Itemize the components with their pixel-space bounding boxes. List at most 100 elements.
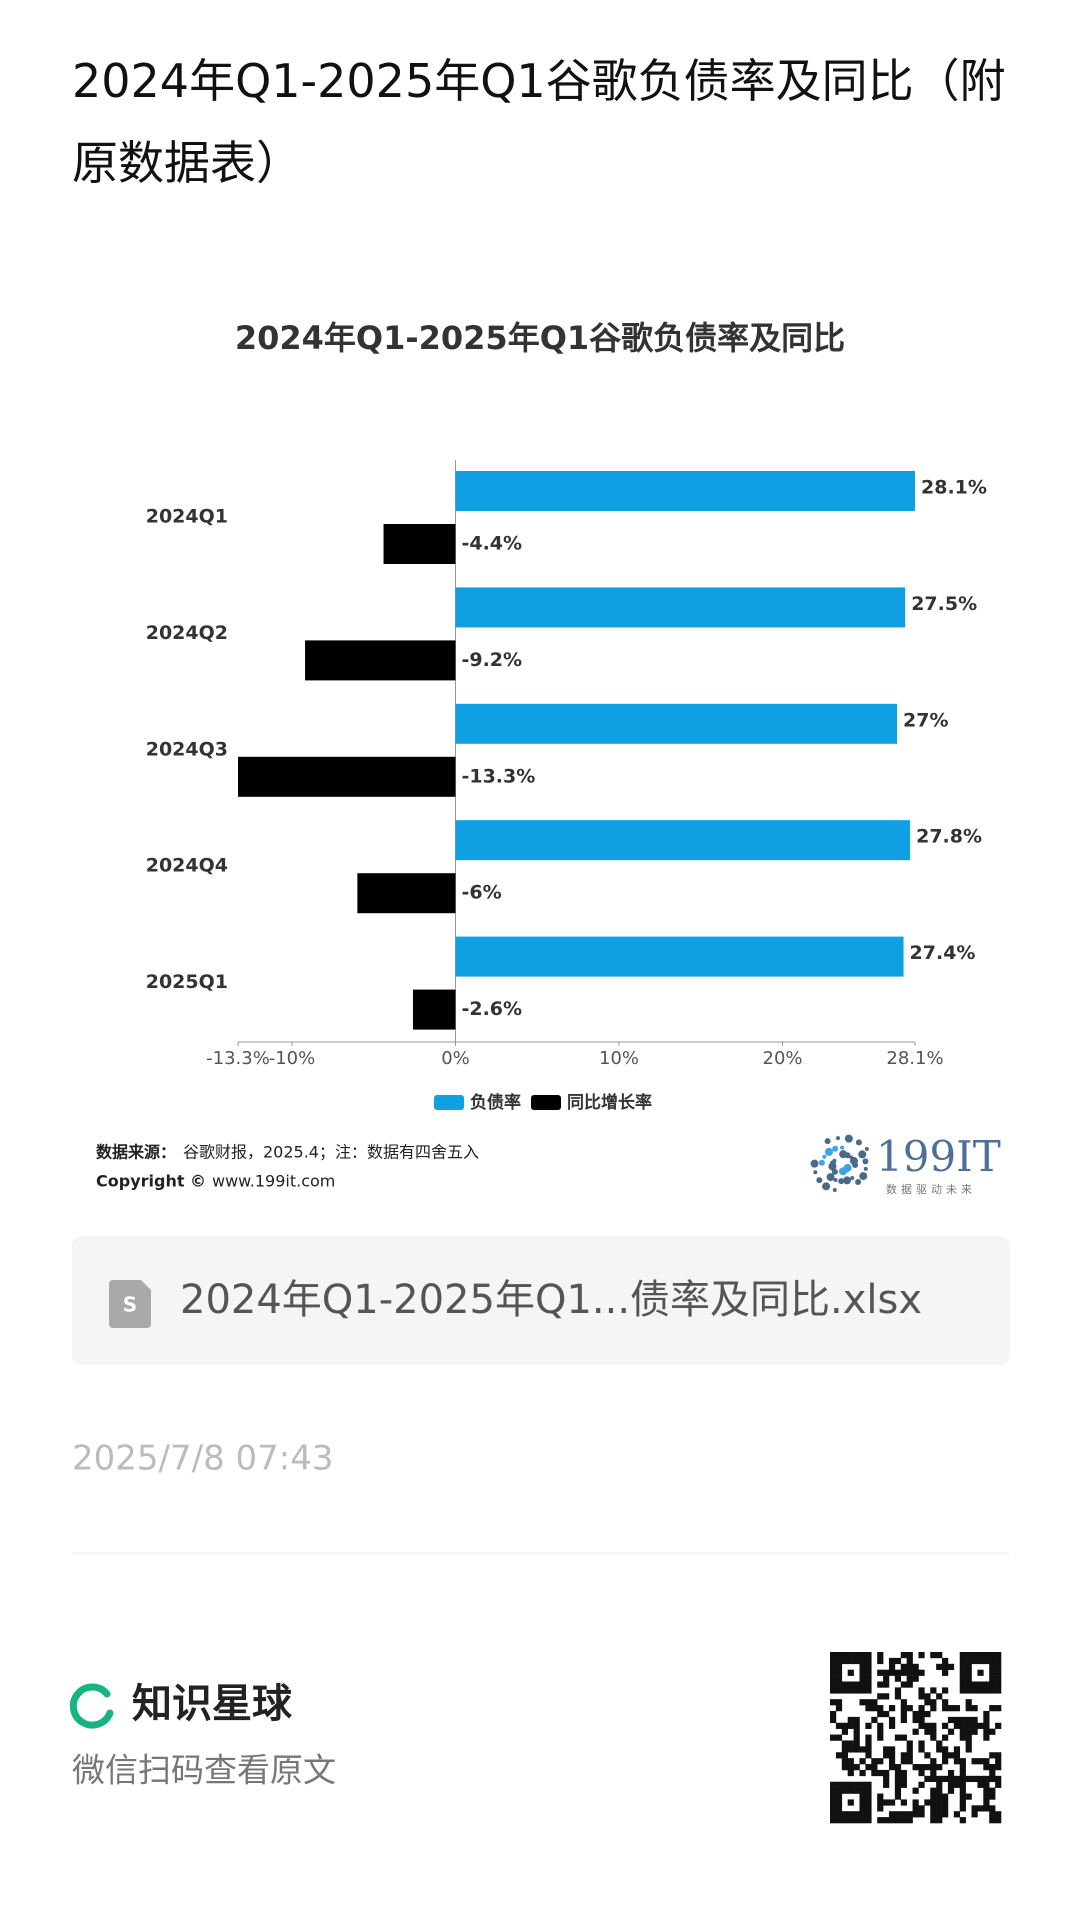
qr-module	[959, 1687, 966, 1694]
qr-module	[841, 1781, 848, 1788]
x-tick-label: 10%	[599, 1048, 639, 1069]
qr-module	[847, 1811, 854, 1818]
value-label: 28.1%	[921, 477, 987, 499]
qr-module	[835, 1657, 843, 1665]
qr-module	[865, 1652, 872, 1659]
logo-dot	[822, 1182, 831, 1191]
qr-module	[953, 1746, 961, 1753]
qr-module	[883, 1769, 890, 1777]
qr-module	[918, 1705, 925, 1712]
timestamp: 2025/7/8 07:43	[72, 1439, 334, 1479]
qr-module	[906, 1652, 913, 1659]
qr-module	[983, 1728, 990, 1735]
qr-module	[953, 1716, 961, 1724]
qr-module	[942, 1722, 949, 1729]
qr-module	[830, 1716, 837, 1724]
qr-module	[912, 1675, 919, 1682]
qr-module	[900, 1710, 907, 1718]
value-label: 27%	[903, 709, 948, 731]
qr-module	[847, 1687, 854, 1694]
qr-code[interactable]	[830, 1652, 1002, 1824]
logo-dot	[850, 1176, 855, 1181]
qr-module	[853, 1740, 860, 1747]
qr-module	[888, 1722, 896, 1729]
logo-dot	[813, 1170, 818, 1175]
qr-module	[830, 1675, 837, 1682]
legend-swatch	[531, 1095, 561, 1110]
value-label: 27.5%	[911, 593, 977, 615]
qr-module	[894, 1669, 902, 1676]
qr-module	[865, 1787, 872, 1794]
value-label: 27.8%	[916, 826, 982, 848]
qr-module	[894, 1775, 902, 1783]
qr-module	[936, 1793, 943, 1800]
qr-module	[977, 1781, 984, 1788]
qr-module	[900, 1699, 907, 1706]
bar	[455, 471, 915, 511]
qr-module	[877, 1769, 884, 1777]
qr-module	[912, 1669, 919, 1676]
qr-module	[847, 1787, 854, 1794]
qr-module	[877, 1799, 884, 1806]
qr-module	[888, 1716, 896, 1724]
qr-module	[830, 1681, 837, 1688]
qr-module	[894, 1764, 902, 1771]
x-tick-label: 20%	[763, 1048, 803, 1069]
category-label: 2024Q2	[146, 622, 228, 644]
qr-module	[936, 1746, 943, 1753]
qr-module	[894, 1817, 902, 1824]
qr-module	[936, 1775, 943, 1783]
qr-module	[965, 1716, 972, 1724]
qr-module	[877, 1657, 884, 1665]
qr-module	[971, 1681, 978, 1688]
qr-module	[853, 1764, 860, 1771]
qr-module	[865, 1675, 872, 1682]
qr-module	[853, 1652, 860, 1659]
logo-dot	[818, 1159, 825, 1166]
qr-module	[853, 1817, 860, 1824]
qr-module	[989, 1705, 996, 1712]
qr-module	[965, 1728, 972, 1735]
qr-module	[888, 1758, 896, 1765]
logo-dot	[855, 1139, 862, 1146]
qr-module	[936, 1663, 943, 1670]
x-tick-label: 0%	[441, 1048, 470, 1069]
qr-module	[959, 1775, 966, 1783]
qr-module	[853, 1787, 860, 1794]
qr-module	[835, 1799, 843, 1806]
qr-module	[977, 1657, 984, 1665]
qr-module	[847, 1681, 854, 1688]
qr-module	[830, 1817, 837, 1824]
qr-module	[888, 1669, 896, 1676]
qr-module	[947, 1705, 955, 1712]
qr-module	[947, 1728, 955, 1735]
bar	[412, 989, 456, 1030]
qr-module	[930, 1793, 937, 1800]
qr-module	[995, 1663, 1002, 1670]
qr-module	[865, 1805, 872, 1812]
qr-module	[841, 1652, 848, 1659]
qr-module	[924, 1699, 931, 1706]
qr-module	[830, 1699, 837, 1706]
qr-module	[995, 1817, 1002, 1824]
file-card[interactable]	[72, 1236, 1010, 1365]
qr-module	[995, 1722, 1002, 1729]
qr-module	[906, 1675, 913, 1682]
logo-dot	[816, 1177, 823, 1184]
qr-module	[830, 1811, 837, 1818]
logo-dot	[832, 1145, 839, 1152]
qr-module	[847, 1657, 854, 1665]
qr-module	[888, 1663, 896, 1670]
qr-module	[853, 1687, 860, 1694]
qr-module	[918, 1764, 925, 1771]
qr-module	[900, 1775, 907, 1783]
qr-module	[930, 1734, 937, 1741]
qr-module	[894, 1675, 902, 1682]
qr-module	[936, 1805, 943, 1812]
qr-module	[859, 1811, 866, 1818]
qr-module	[883, 1781, 890, 1788]
qr-module	[977, 1758, 984, 1765]
qr-module	[830, 1663, 837, 1670]
qr-module	[965, 1675, 972, 1682]
qr-module	[959, 1669, 966, 1676]
